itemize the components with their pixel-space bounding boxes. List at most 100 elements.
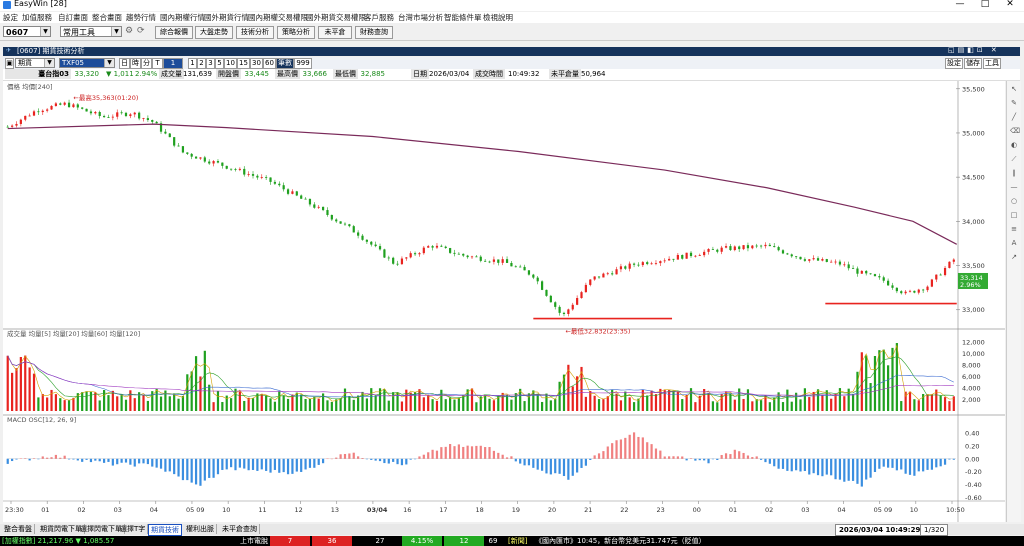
volume-bar[interactable] [751, 401, 754, 411]
save-button[interactable]: 儲存 [964, 58, 982, 69]
macd-osc-bar[interactable] [76, 458, 79, 461]
volume-bar[interactable] [457, 397, 460, 411]
macd-osc-bar[interactable] [238, 458, 241, 468]
menu-integrated-screen[interactable]: 整合畫面 [92, 13, 122, 22]
volume-bar[interactable] [370, 388, 373, 411]
macd-osc-bar[interactable] [181, 458, 185, 481]
macd-osc-bar[interactable] [11, 458, 14, 462]
volume-bar[interactable] [173, 393, 176, 411]
candle[interactable] [913, 290, 916, 293]
volume-bar[interactable] [475, 402, 478, 411]
macd-osc-bar[interactable] [102, 458, 106, 463]
macd-osc-bar[interactable] [475, 445, 478, 459]
macd-osc-bar[interactable] [41, 456, 44, 459]
macd-osc-bar[interactable] [85, 458, 88, 460]
candle[interactable] [930, 279, 934, 287]
macd-osc-bar[interactable] [151, 458, 154, 467]
macd-osc-bar[interactable] [703, 458, 706, 461]
volume-bar[interactable] [159, 396, 163, 411]
macd-osc-bar[interactable] [155, 458, 158, 468]
macd-osc-bar[interactable] [291, 458, 294, 474]
volume-bar[interactable] [282, 395, 285, 411]
volume-bar[interactable] [63, 400, 66, 411]
macd-osc-bar[interactable] [225, 458, 228, 470]
technical-analysis-button[interactable]: 技術分析 [236, 26, 274, 39]
chevron-down-icon[interactable]: ▼ [44, 59, 54, 67]
volume-bar[interactable] [392, 392, 395, 411]
macd-osc-bar[interactable] [383, 458, 386, 464]
macd-osc-bar[interactable] [278, 458, 281, 473]
volume-bar[interactable] [330, 401, 333, 411]
tab-futures-lightning[interactable]: 期貨閃電下單 [38, 524, 85, 534]
volume-bar[interactable] [878, 350, 881, 411]
pencil-icon[interactable]: ✎ [1011, 99, 1017, 107]
candle[interactable] [641, 262, 644, 266]
volume-bar[interactable] [186, 374, 189, 411]
volume-bar[interactable] [913, 399, 916, 411]
candle[interactable] [501, 259, 504, 263]
volume-bar[interactable] [514, 393, 517, 411]
volume-bar[interactable] [847, 388, 850, 411]
macd-osc-bar[interactable] [580, 458, 583, 468]
macd-osc-bar[interactable] [654, 448, 658, 459]
volume-bar[interactable] [781, 402, 785, 411]
settings-button[interactable]: 設定 [945, 58, 963, 69]
candle[interactable] [286, 189, 290, 194]
macd-osc-bar[interactable] [321, 458, 325, 464]
volume-bar[interactable] [67, 400, 71, 411]
macd-osc-bar[interactable] [37, 458, 40, 460]
volume-bar[interactable] [597, 399, 601, 411]
chevron-down-icon[interactable]: ▼ [40, 27, 50, 36]
volume-bar[interactable] [549, 400, 552, 411]
volume-bar[interactable] [24, 355, 27, 411]
candle[interactable] [396, 263, 399, 265]
candle[interactable] [181, 146, 185, 153]
candle[interactable] [41, 110, 44, 113]
macd-osc-bar[interactable] [869, 458, 872, 478]
candle[interactable] [251, 174, 255, 176]
macd-osc-bar[interactable] [549, 458, 552, 475]
volume-bar[interactable] [935, 389, 938, 411]
macd-osc-bar[interactable] [659, 450, 662, 459]
candle[interactable] [755, 245, 758, 247]
volume-bar[interactable] [589, 391, 592, 411]
macd-osc-bar[interactable] [313, 458, 316, 468]
fibonacci-icon[interactable]: ≡ [1011, 225, 1017, 233]
macd-osc-bar[interactable] [111, 458, 114, 466]
candle[interactable] [291, 191, 294, 194]
macd-osc-bar[interactable] [505, 457, 509, 459]
volume-bar[interactable] [703, 388, 706, 411]
volume-bar[interactable] [466, 389, 469, 411]
volume-bar[interactable] [374, 395, 377, 411]
candle[interactable] [917, 289, 920, 293]
candle[interactable] [834, 261, 837, 263]
macd-osc-bar[interactable] [159, 458, 163, 469]
candle[interactable] [567, 309, 570, 315]
volume-bar[interactable] [519, 388, 522, 411]
candle[interactable] [278, 183, 281, 186]
candle[interactable] [922, 289, 925, 291]
macd-osc-bar[interactable] [606, 446, 609, 459]
volume-bar[interactable] [107, 395, 110, 411]
macd-osc-bar[interactable] [873, 458, 877, 472]
volume-bar[interactable] [208, 384, 211, 411]
candle[interactable] [89, 111, 93, 114]
volume-bar[interactable] [479, 396, 482, 411]
menu-smart-order[interactable]: 智能條件單 [444, 13, 482, 22]
macd-osc-bar[interactable] [746, 455, 750, 459]
macd-osc-bar[interactable] [194, 458, 198, 485]
volume-bar[interactable] [540, 401, 544, 411]
volume-bar[interactable] [291, 394, 294, 411]
volume-bar[interactable] [755, 399, 758, 411]
candle[interactable] [326, 210, 329, 215]
candle[interactable] [155, 121, 158, 124]
macd-osc-bar[interactable] [668, 456, 671, 459]
candle[interactable] [98, 111, 101, 117]
candle[interactable] [116, 112, 119, 117]
macd-osc-bar[interactable] [532, 458, 535, 468]
volume-bar[interactable] [37, 397, 40, 411]
volume-bar[interactable] [759, 400, 763, 411]
macd-osc-bar[interactable] [816, 458, 820, 476]
menu-market-analysis[interactable]: 台灣市場分析 [398, 13, 443, 22]
volume-bar[interactable] [641, 389, 644, 411]
